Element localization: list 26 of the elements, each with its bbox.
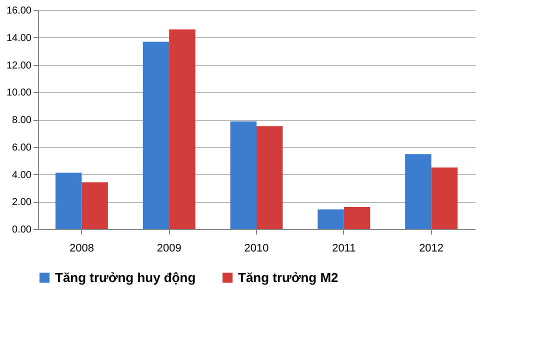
x-tick-label: 2012 [419,242,444,254]
y-tick-label: 16.00 [6,6,32,16]
legend-label: Tăng trưởng M2 [238,270,338,285]
y-tick-label: 14.00 [6,32,32,44]
x-tick-label: 2011 [332,242,356,254]
bar [431,168,458,229]
y-tick-label: 12.00 [6,60,32,72]
bar [82,182,108,229]
x-tick-label: 2010 [244,242,269,254]
bar [169,29,196,229]
legend-label: Tăng trưởng huy động [55,270,196,285]
y-tick-label: 0.00 [12,224,32,236]
bar [344,206,370,229]
y-tick-label: 10.00 [6,88,32,99]
x-tick-label: 2008 [69,242,94,254]
y-tick-label: 4.00 [12,170,32,181]
bar [318,209,344,229]
bar [55,172,82,229]
bar [142,42,170,229]
y-tick-label: 6.00 [12,142,32,154]
y-tick-label: 8.00 [12,115,32,126]
bar [256,126,283,229]
bar [230,121,256,229]
bar [405,154,432,229]
y-tick-label: 2.00 [12,197,32,208]
x-tick-label: 2009 [156,242,182,254]
